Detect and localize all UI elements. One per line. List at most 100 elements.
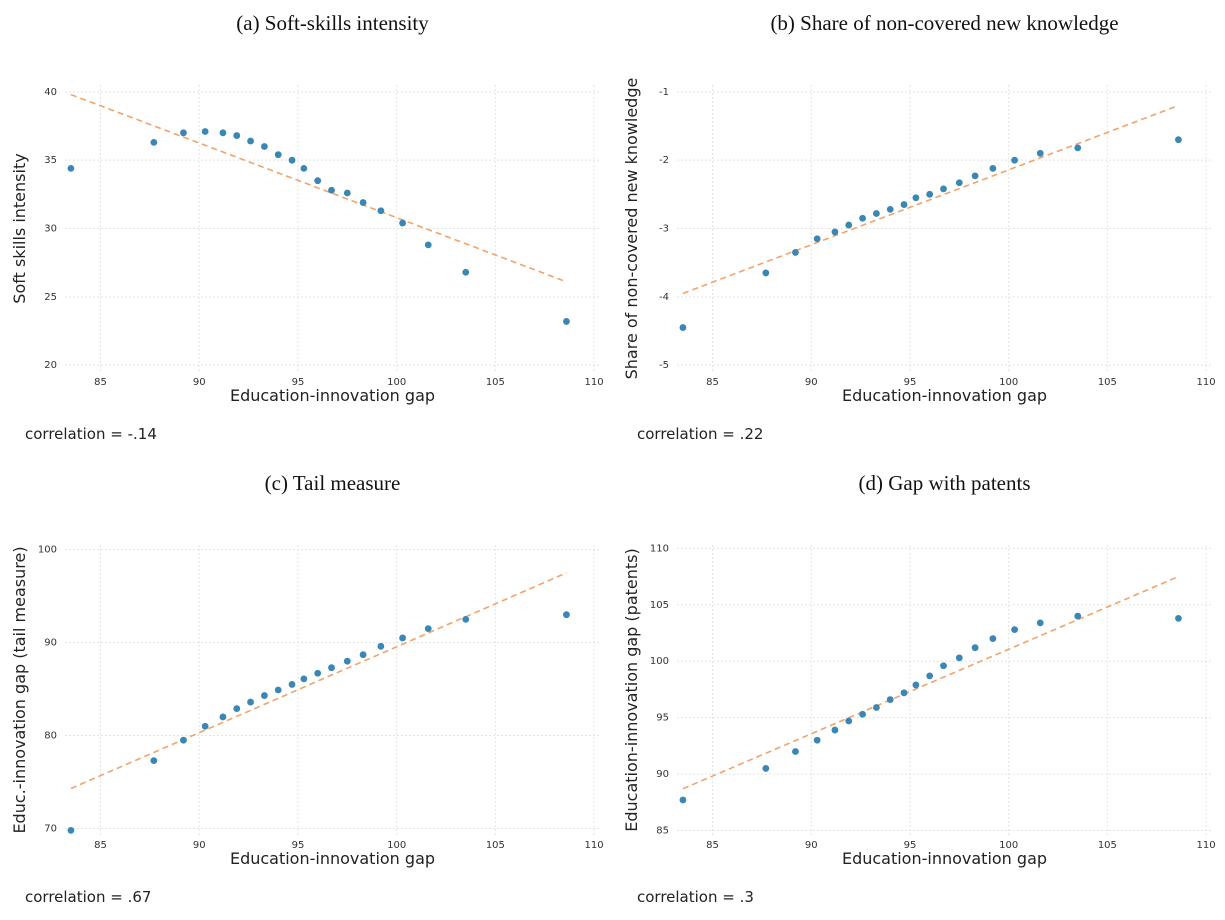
fit-line (70, 572, 567, 790)
y-tick-label: 40 (44, 87, 57, 98)
data-point (989, 164, 997, 172)
x-tick-label: 95 (292, 840, 305, 851)
data-point (150, 757, 158, 765)
x-tick-label: 85 (706, 840, 719, 851)
fit-line (70, 93, 567, 283)
x-tick-label: 100 (999, 840, 1018, 851)
data-point (233, 705, 241, 712)
y-tick-label: 85 (656, 825, 669, 836)
y-tick-label: 105 (650, 600, 669, 611)
x-tick-label: 85 (706, 377, 719, 388)
data-point (971, 644, 979, 652)
data-point (792, 249, 799, 256)
data-point (300, 675, 308, 683)
data-point (872, 210, 880, 217)
data-point (955, 654, 963, 662)
data-point (926, 190, 934, 198)
x-tick-label: 100 (999, 377, 1018, 388)
data-point (300, 164, 308, 172)
correlation-note: correlation = -.14 (25, 425, 157, 443)
data-point (886, 205, 894, 213)
data-point (813, 235, 821, 243)
y-tick-label: 100 (650, 656, 669, 667)
x-tick-label: 110 (585, 840, 604, 851)
y-tick-label: -2 (659, 155, 669, 166)
data-point (260, 692, 268, 699)
data-point (831, 228, 839, 236)
panel-title: (a) Soft-skills intensity (236, 11, 429, 35)
data-point (247, 137, 254, 145)
data-point (1011, 156, 1018, 164)
data-point (274, 151, 282, 159)
data-point (150, 139, 158, 146)
x-tick-label: 90 (193, 840, 206, 851)
data-point (831, 726, 839, 734)
data-point (180, 736, 187, 744)
data-point (792, 748, 799, 755)
data-point (859, 214, 866, 222)
y-tick-label: 80 (44, 731, 57, 742)
x-tick-label: 105 (486, 840, 505, 851)
x-tick-label: 90 (805, 840, 818, 851)
fit-line (682, 575, 1179, 790)
data-point (1036, 149, 1044, 157)
correlation-note: correlation = .22 (637, 425, 763, 443)
data-point (679, 324, 687, 331)
data-point (940, 662, 947, 670)
data-point (328, 186, 335, 194)
data-point (314, 669, 322, 677)
data-point (1011, 626, 1018, 634)
data-point (180, 129, 187, 137)
data-point (359, 651, 367, 659)
y-axis-label: Share of non-covered new knowledge (622, 78, 641, 380)
panel-title: (c) Tail measure (265, 471, 401, 495)
data-point (343, 657, 351, 665)
data-point (845, 221, 853, 229)
data-point (900, 201, 908, 208)
data-point (1175, 136, 1182, 144)
data-point (399, 219, 406, 227)
x-tick-label: 85 (94, 377, 107, 388)
data-point (1036, 619, 1044, 627)
data-point (955, 179, 963, 187)
x-tick-label: 100 (387, 840, 406, 851)
data-point (989, 635, 997, 643)
y-tick-label: 70 (44, 823, 57, 834)
x-axis-label: Education-innovation gap (230, 849, 435, 868)
x-axis-label: Education-innovation gap (842, 386, 1047, 405)
data-point (845, 717, 853, 725)
data-point (912, 681, 920, 689)
data-point (462, 268, 470, 276)
data-point (926, 672, 934, 680)
x-tick-label: 105 (1098, 840, 1117, 851)
y-tick-label: 20 (44, 360, 57, 371)
y-tick-label: 90 (44, 638, 57, 649)
data-point (314, 177, 322, 185)
data-point (1074, 612, 1082, 620)
data-point (359, 199, 367, 206)
panel-title: (d) Gap with patents (858, 471, 1030, 495)
data-point (260, 143, 268, 150)
x-tick-label: 90 (805, 377, 818, 388)
data-point (872, 704, 880, 711)
data-point (971, 172, 979, 180)
y-axis-label: Soft skills intensity (10, 153, 29, 303)
data-point (940, 185, 947, 193)
data-point (1074, 144, 1082, 152)
y-tick-label: -1 (659, 87, 669, 98)
x-tick-label: 95 (904, 377, 917, 388)
data-point (563, 318, 570, 325)
y-tick-label: 110 (650, 543, 669, 554)
y-tick-label: 25 (44, 292, 57, 303)
correlation-note: correlation = .67 (25, 888, 151, 906)
x-tick-label: 100 (387, 377, 406, 388)
data-point (886, 696, 894, 703)
fit-line (682, 104, 1179, 295)
panel-title: (b) Share of non-covered new knowledge (770, 11, 1118, 35)
data-point (201, 128, 209, 135)
x-tick-label: 95 (904, 840, 917, 851)
data-point (399, 634, 406, 642)
data-point (424, 241, 432, 249)
data-point (67, 164, 75, 172)
